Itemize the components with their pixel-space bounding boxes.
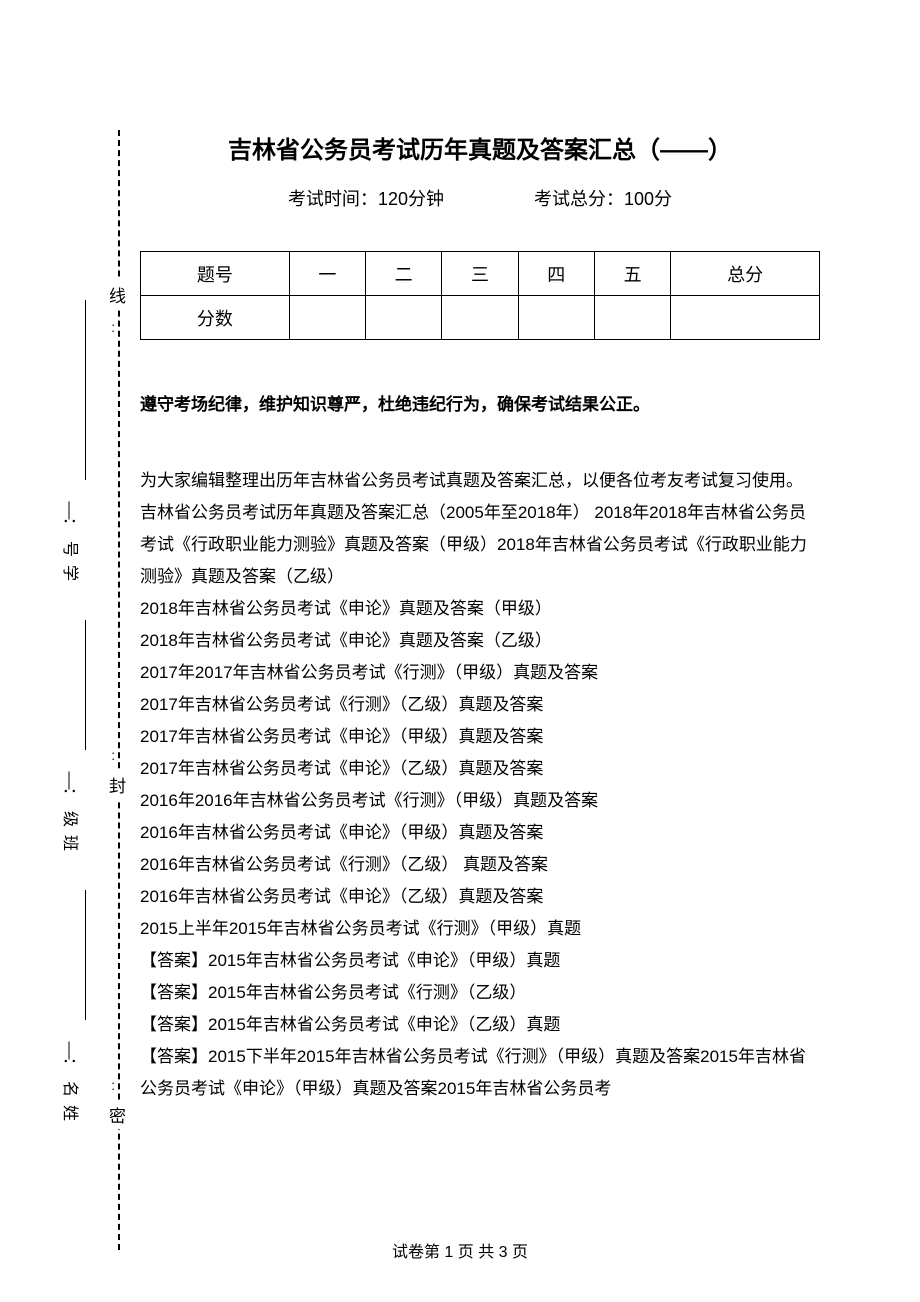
body-line: 2017年吉林省公务员考试《行测》（乙级）真题及答案 [140, 689, 820, 721]
document-title: 吉林省公务员考试历年真题及答案汇总（——） [140, 130, 820, 165]
body-line: 【答案】2015年吉林省公务员考试《行测》（乙级） [140, 977, 820, 1009]
body-line: 为大家编辑整理出历年吉林省公务员考试真题及答案汇总，以便各位考友考试复习使用。 … [140, 465, 820, 593]
th-1: 一 [289, 252, 365, 296]
table-score-row: 分数 [141, 296, 820, 340]
cell [365, 296, 441, 340]
side-guide-line [85, 300, 86, 480]
gutter-dots-icon: ·· [111, 750, 117, 762]
gutter-marker-feng: 封 [109, 770, 126, 799]
body-line: 2015上半年2015年吉林省公务员考试《行测》（甲级）真题 [140, 913, 820, 945]
label-name: ： 名 姓 [60, 1030, 78, 1127]
exam-notice: 遵守考场纪律，维护知识尊严，杜绝违纪行为，确保考试结果公正。 [140, 390, 820, 415]
th-label: 题号 [141, 252, 290, 296]
table-header-row: 题号 一 二 三 四 五 总分 [141, 252, 820, 296]
cell [518, 296, 594, 340]
th-5: 五 [594, 252, 670, 296]
th-total: 总分 [671, 252, 820, 296]
side-guide-line [85, 620, 86, 750]
body-line: 【答案】2015下半年2015年吉林省公务员考试《行测》（甲级）真题及答案201… [140, 1041, 820, 1105]
body-line: 2016年2016年吉林省公务员考试《行测》（甲级）真题及答案 [140, 785, 820, 817]
exam-info-line: 考试时间：120分钟 考试总分：100分 [140, 185, 820, 211]
row-label: 分数 [141, 296, 290, 340]
exam-total: 考试总分：100分 [534, 185, 672, 211]
body-line: 2016年吉林省公务员考试《行测》（乙级） 真题及答案 [140, 849, 820, 881]
body-line: 2017年吉林省公务员考试《申论》（甲级）真题及答案 [140, 721, 820, 753]
side-guide-line [85, 890, 86, 1020]
gutter-dots-icon: ·· [111, 322, 117, 334]
body-content: 为大家编辑整理出历年吉林省公务员考试真题及答案汇总，以便各位考友考试复习使用。 … [140, 465, 820, 1105]
gutter-marker-mi: 密 [109, 1100, 126, 1129]
th-4: 四 [518, 252, 594, 296]
page-content: 吉林省公务员考试历年真题及答案汇总（——） 考试时间：120分钟 考试总分：10… [140, 130, 820, 1105]
body-line: 【答案】2015年吉林省公务员考试《申论》（甲级）真题 [140, 945, 820, 977]
cell [289, 296, 365, 340]
exam-time: 考试时间：120分钟 [288, 185, 444, 211]
label-class: ： 级 班 [60, 760, 78, 857]
page-footer: 试卷第 1 页 共 3 页 [0, 1238, 920, 1262]
cell [594, 296, 670, 340]
gutter-marker-xian: 线 [109, 280, 126, 309]
gutter-dots-icon: ·· [111, 1080, 117, 1092]
score-table: 题号 一 二 三 四 五 总分 分数 [140, 251, 820, 340]
th-3: 三 [442, 252, 518, 296]
body-line: 2016年吉林省公务员考试《申论》（甲级）真题及答案 [140, 817, 820, 849]
body-line: 【答案】2015年吉林省公务员考试《申论》（乙级）真题 [140, 1009, 820, 1041]
th-2: 二 [365, 252, 441, 296]
body-line: 2017年吉林省公务员考试《申论》（乙级）真题及答案 [140, 753, 820, 785]
body-line: 2016年吉林省公务员考试《申论》（乙级）真题及答案 [140, 881, 820, 913]
label-student-id: ： 号 学 [60, 490, 78, 587]
body-line: 2018年吉林省公务员考试《申论》真题及答案（甲级） [140, 593, 820, 625]
body-line: 2018年吉林省公务员考试《申论》真题及答案（乙级） [140, 625, 820, 657]
cell [442, 296, 518, 340]
body-line: 2017年2017年吉林省公务员考试《行测》（甲级）真题及答案 [140, 657, 820, 689]
cell [671, 296, 820, 340]
